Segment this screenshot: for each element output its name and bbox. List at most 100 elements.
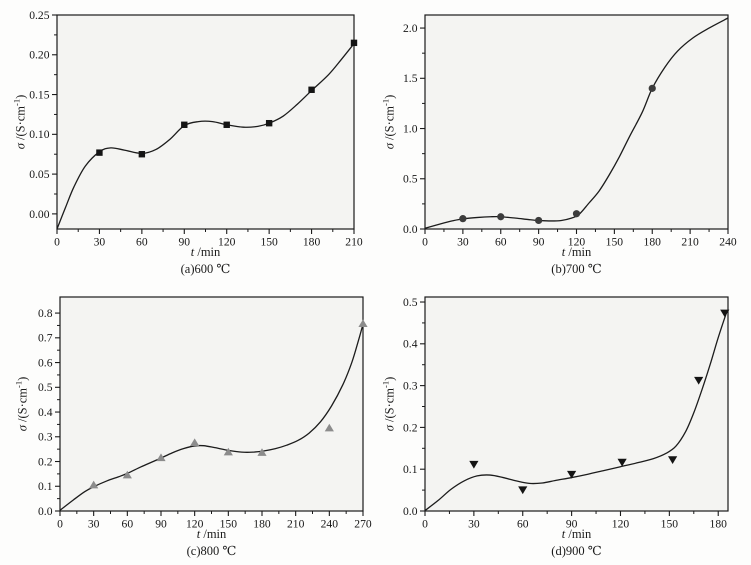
data-point-marker: [720, 309, 730, 318]
y-tick-label: 0.3: [403, 380, 418, 393]
data-point-marker: [257, 448, 267, 456]
y-axis-title: σ /(S·cm-1): [380, 377, 397, 432]
axis-frame: [59, 296, 364, 512]
y-axis-units: /(S·cm: [382, 387, 397, 426]
chart-700c-canvas: 0 30 60 90 120 150 180 210 240 0.0 0.5 1.0 1.5 2.0: [403, 14, 737, 249]
x-tick-label: 60: [122, 518, 134, 531]
x-axis-units: /min: [565, 527, 592, 541]
sigma-symbol: σ: [13, 143, 28, 150]
x-tick-label: 210: [681, 236, 699, 249]
x-axis-units: /min: [200, 527, 227, 541]
data-point-marker: [223, 447, 233, 456]
y-tick-label: 0.1: [38, 480, 53, 493]
fit-curve: [56, 43, 355, 230]
x-tick-label: 210: [345, 236, 363, 249]
x-tick-label: 60: [136, 236, 148, 249]
y-axis-units-exponent: -1: [11, 98, 22, 106]
x-tick-label: 90: [566, 518, 578, 531]
data-point-marker: [89, 480, 99, 489]
x-tick-label: 30: [88, 518, 100, 531]
y-axis-units-close: ): [382, 94, 397, 99]
data-point-marker: [497, 213, 505, 221]
y-tick-label: 1.0: [403, 122, 418, 135]
data-point-marker: [567, 470, 577, 479]
x-tick-label: 90: [533, 236, 545, 249]
data-point-marker: [181, 121, 188, 128]
y-tick-label: 0.05: [29, 168, 49, 181]
data-point-marker: [308, 86, 315, 93]
y-tick-label: 0.8: [38, 307, 53, 320]
x-tick-label: 150: [260, 236, 278, 249]
y-tick-label: 1.5: [403, 72, 418, 85]
x-tick-label: 0: [422, 518, 428, 531]
data-point-marker: [535, 216, 543, 225]
x-axis-title: t /min: [425, 245, 728, 259]
y-axis-units-exponent: -1: [13, 380, 24, 388]
subplot-600c: 0 30 60 90 120 150 180 210 0.00 0.05 0.10 0.15 0.20 0…: [0, 0, 375, 282]
sigma-symbol: σ: [382, 425, 397, 432]
y-tick-label: 0.5: [38, 381, 53, 394]
subplot-caption: (b)700 ℃: [551, 262, 602, 276]
x-tick-label: 210: [287, 518, 305, 531]
y-axis-units-close: ): [13, 94, 28, 99]
fit-curve: [59, 324, 364, 511]
subplot-700c: 0 30 60 90 120 150 180 210 240 0.0 0.5 1.0 1.5 2.0 σ …: [375, 0, 751, 282]
x-tick-label: 150: [661, 518, 679, 531]
data-point-marker: [694, 376, 704, 385]
time-symbol: t: [561, 527, 566, 541]
data-point-marker: [617, 458, 627, 467]
x-tick-label: 0: [57, 518, 63, 531]
y-tick-label: 0.20: [29, 49, 49, 62]
data-point-marker: [668, 456, 678, 464]
x-tick-label: 150: [220, 518, 238, 531]
y-tick-label: 0.1: [403, 463, 418, 476]
y-tick-label: 0.0: [403, 505, 418, 518]
y-tick-label: 0.0: [38, 505, 53, 518]
x-tick-label: 240: [321, 518, 339, 531]
y-tick-label: 0.5: [403, 296, 418, 309]
data-point-marker: [324, 423, 334, 432]
time-symbol: t: [561, 245, 566, 259]
x-tick-label: 180: [710, 518, 728, 531]
y-axis-units: /(S·cm: [382, 105, 397, 144]
subplot-caption: (c)800 ℃: [186, 544, 237, 558]
x-tick-label: 30: [94, 236, 106, 249]
y-tick-label: 2.0: [403, 22, 418, 35]
data-point-marker: [358, 319, 368, 328]
x-tick-label: 30: [457, 236, 469, 249]
plot-area: [425, 297, 728, 511]
x-tick-label: 180: [303, 236, 321, 249]
x-tick-label: 120: [568, 236, 586, 249]
y-tick-label: 0.0: [403, 223, 418, 236]
x-tick-label: 120: [186, 518, 204, 531]
y-axis-units: /(S·cm: [13, 105, 28, 144]
x-tick-label: 240: [719, 236, 737, 249]
data-point-marker: [518, 486, 528, 495]
x-tick-label: 30: [468, 518, 480, 531]
y-axis-title: σ /(S·cm-1): [380, 95, 397, 150]
x-axis-title: t /min: [57, 245, 354, 259]
y-tick-label: 0.7: [38, 332, 53, 345]
y-axis-units-exponent: -1: [380, 380, 391, 388]
y-tick-label: 0.3: [38, 431, 53, 444]
y-tick-label: 0.4: [403, 338, 418, 351]
x-tick-label: 120: [612, 518, 630, 531]
x-axis-title: t /min: [60, 527, 363, 541]
data-point-marker: [459, 215, 467, 223]
y-tick-label: 0.5: [403, 173, 418, 186]
chart-900c-canvas: 0 30 60 90 120 150 180 0.0 0.1 0.2 0.3 0.4 0.5: [403, 296, 730, 531]
time-symbol: t: [196, 527, 201, 541]
y-tick-label: 0.6: [38, 356, 53, 369]
y-tick-label: 0.4: [38, 406, 53, 419]
data-point-marker: [138, 151, 146, 158]
x-tick-label: 60: [517, 518, 529, 531]
data-point-marker: [469, 460, 479, 469]
chart-800c-canvas: 0 30 60 90 120 150 180 210 240 270 0.0 0.1 0.2 0.3 0.4…: [38, 296, 372, 531]
x-tick-label: 0: [422, 236, 428, 249]
x-axis-units: /min: [194, 245, 221, 259]
y-tick-label: 0.00: [29, 208, 49, 221]
subplot-caption: (a)600 ℃: [180, 262, 231, 276]
data-point-marker: [350, 39, 358, 47]
axis-frame: [424, 14, 729, 230]
x-tick-label: 0: [54, 236, 60, 249]
